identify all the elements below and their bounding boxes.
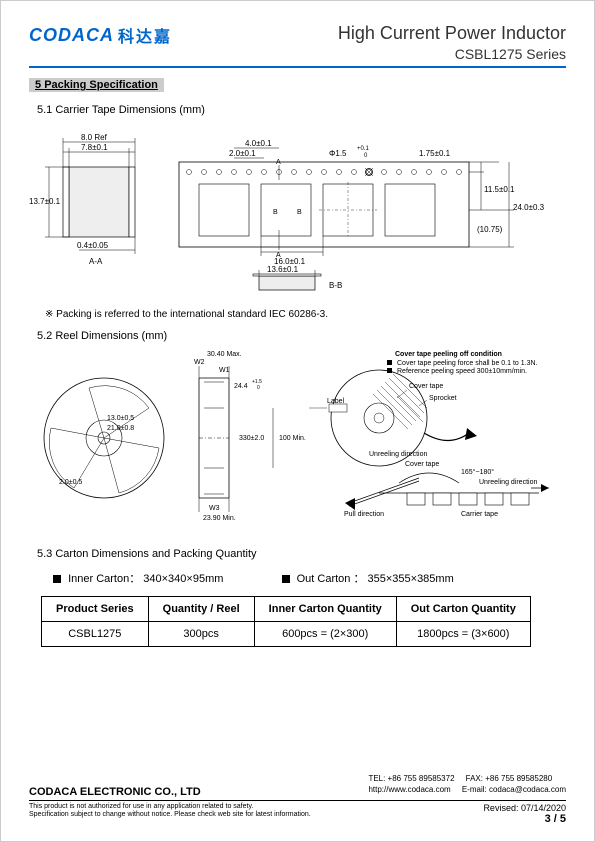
dim-4-0: 4.0±0.1	[245, 139, 272, 148]
page-header: CODACA 科达嘉 High Current Power Inductor C…	[29, 23, 566, 62]
carrier-tape-diagram: 8.0 Ref 7.8±0.1 13.7±0.1 0.4±0.05 A-A	[29, 122, 566, 299]
footer-revised: Revised: 07/14/2020	[483, 803, 566, 813]
dim-24-4: 24.4	[234, 383, 248, 390]
label-b-b: B-B	[329, 281, 342, 290]
dim-7-8: 7.8±0.1	[81, 143, 108, 152]
svg-text:W2: W2	[194, 359, 205, 366]
logo-brand: CODACA	[29, 25, 114, 46]
dim-2-0: 2.0±0.1	[229, 149, 256, 158]
dim-2-0-reel: 2.0±0.5	[59, 479, 82, 486]
dim-0-4: 0.4±0.05	[77, 241, 109, 250]
note-iec: ※ Packing is referred to the internation…	[45, 309, 566, 320]
title-block: High Current Power Inductor CSBL1275 Ser…	[338, 23, 566, 62]
label-cover-tape: Cover tape	[409, 383, 443, 390]
footer-right: Revised: 07/14/2020 3 / 5	[483, 803, 566, 825]
peeling-cond2: Reference peeling speed 300±10mm/min.	[397, 368, 527, 375]
letter-a-top: A	[276, 159, 281, 166]
label-carrier: Carrier tape	[461, 511, 498, 518]
logo-brand-cn: 科达嘉	[118, 23, 172, 47]
out-carton-dim: 355×355×385mm	[368, 573, 454, 585]
label-unreel-1: Unreeling direction	[369, 451, 427, 458]
section-header: 5 Packing Specification	[29, 78, 164, 92]
label-pull: Pull direction	[344, 511, 384, 518]
bullet-icon	[53, 575, 61, 583]
td-out-qty: 1800pcs = (3×600)	[396, 622, 530, 647]
footer-contacts: TEL: +86 755 89585372 FAX: +86 755 89585…	[368, 774, 566, 795]
dim-13-6: 13.6±0.1	[267, 265, 299, 274]
page-footer: TEL: +86 755 89585372 FAX: +86 755 89585…	[29, 786, 566, 825]
dim-330: 330±2.0	[239, 435, 264, 442]
label-angle: 165°~180°	[461, 468, 494, 476]
dim-13-7: 13.7±0.1	[29, 197, 61, 206]
carton-dims: Inner Carton： 340×340×95mm Out Carton ： …	[41, 570, 566, 586]
td-inner-qty: 600pcs = (2×300)	[254, 622, 396, 647]
label-a-a: A-A	[89, 257, 103, 266]
page-subtitle: CSBL1275 Series	[338, 46, 566, 62]
footer-rule	[29, 800, 566, 801]
dim-11-5: 11.5±0.1	[484, 185, 515, 194]
th-qty-reel: Quantity / Reel	[148, 597, 254, 622]
dim-24-0: 24.0±0.3	[513, 203, 545, 212]
label-cover-2: Cover tape	[405, 461, 439, 468]
inner-carton-label: Inner Carton：	[68, 573, 140, 585]
dim-23-90: 23.90 Min.	[203, 515, 236, 522]
dim-13-0: 13.0±0.5	[107, 415, 134, 422]
letter-b2: B	[297, 209, 302, 216]
td-qty-reel: 300pcs	[148, 622, 254, 647]
th-out-qty: Out Carton Quantity	[396, 597, 530, 622]
footer-disclaimer: This product is not authorized for use i…	[29, 803, 311, 820]
td-series: CSBL1275	[42, 622, 149, 647]
peeling-cond1: Cover tape peeling force shall be 0.1 to…	[397, 360, 538, 367]
dim-100: 100 Min.	[279, 435, 306, 442]
label-label: Label	[327, 398, 345, 405]
inner-carton-dim: 340×340×95mm	[143, 573, 223, 585]
svg-text:W3: W3	[209, 505, 220, 512]
label-sprocket: Sprocket	[429, 395, 457, 402]
dim-30-40: 30.40 Max.	[207, 351, 242, 358]
dim-1-75: 1.75±0.1	[419, 149, 451, 158]
reel-diagram: 13.0±0.5 21.0±0.8 2.0±0.5 W2 W1	[29, 348, 566, 530]
dim-phi-1-5: Φ1.5	[329, 149, 347, 158]
peeling-cond-title: Cover tape peeling off condition	[395, 351, 502, 358]
bullet-icon	[282, 575, 290, 583]
out-carton-label: Out Carton ：	[297, 573, 365, 585]
svg-text:0: 0	[364, 153, 368, 159]
subsection-5-1-title: 5.1 Carrier Tape Dimensions (mm)	[37, 104, 566, 116]
subsection-5-3-title: 5.3 Carton Dimensions and Packing Quanti…	[37, 548, 566, 560]
th-series: Product Series	[42, 597, 149, 622]
svg-text:W1: W1	[219, 367, 230, 374]
page-title: High Current Power Inductor	[338, 23, 566, 44]
dim-21-0: 21.0±0.8	[107, 425, 134, 432]
table-row: CSBL1275 300pcs 600pcs = (2×300) 1800pcs…	[42, 622, 531, 647]
logo: CODACA 科达嘉	[29, 23, 172, 47]
page-number: 3 / 5	[483, 813, 566, 825]
subsection-5-2-title: 5.2 Reel Dimensions (mm)	[37, 330, 566, 342]
dim-10-75: (10.75)	[477, 225, 503, 234]
table-header-row: Product Series Quantity / Reel Inner Car…	[42, 597, 531, 622]
dim-8-0-ref: 8.0 Ref	[81, 133, 108, 142]
th-inner-qty: Inner Carton Quantity	[254, 597, 396, 622]
header-rule	[29, 66, 566, 68]
packing-table: Product Series Quantity / Reel Inner Car…	[41, 596, 531, 647]
letter-b: B	[273, 209, 278, 216]
svg-text:0: 0	[257, 385, 260, 391]
dim-phi-tol: +0.1	[357, 146, 370, 152]
label-unreel-2: Unreeling direction	[479, 479, 537, 486]
